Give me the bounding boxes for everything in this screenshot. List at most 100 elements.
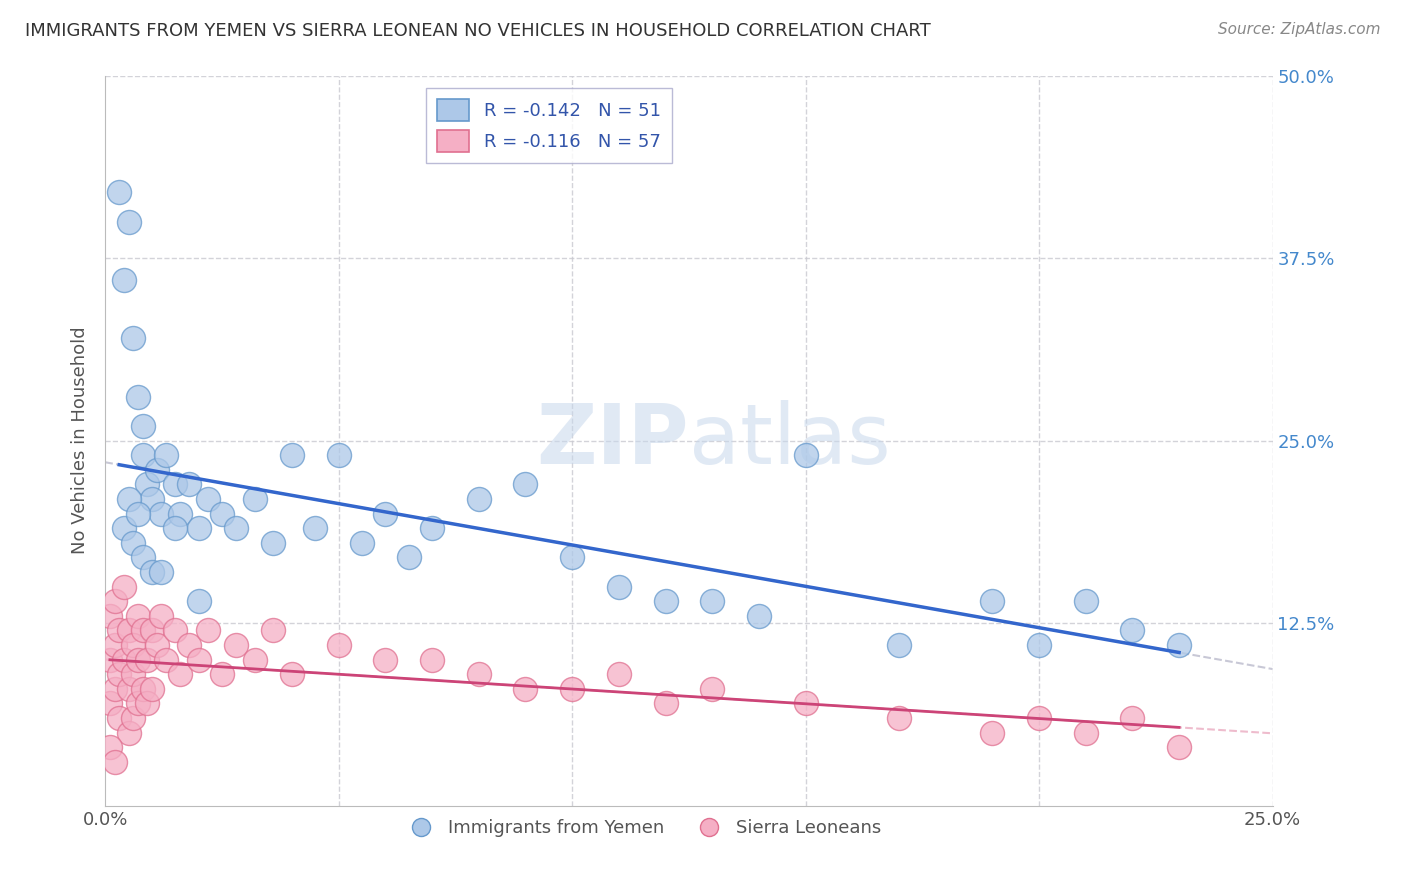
Y-axis label: No Vehicles in Household: No Vehicles in Household bbox=[72, 326, 89, 555]
Point bbox=[515, 681, 537, 696]
Point bbox=[127, 653, 149, 667]
Point bbox=[187, 594, 209, 608]
Point bbox=[1121, 711, 1143, 725]
Point bbox=[117, 725, 139, 739]
Text: atlas: atlas bbox=[689, 401, 890, 481]
Point bbox=[145, 463, 167, 477]
Point bbox=[122, 331, 145, 345]
Point bbox=[350, 536, 373, 550]
Point bbox=[131, 419, 153, 434]
Point bbox=[702, 681, 724, 696]
Point bbox=[748, 608, 770, 623]
Point bbox=[794, 697, 817, 711]
Legend: Immigrants from Yemen, Sierra Leoneans: Immigrants from Yemen, Sierra Leoneans bbox=[395, 812, 889, 844]
Point bbox=[131, 550, 153, 565]
Point bbox=[1121, 624, 1143, 638]
Point bbox=[607, 667, 630, 681]
Point bbox=[136, 477, 159, 491]
Point bbox=[243, 653, 266, 667]
Point bbox=[654, 697, 676, 711]
Point bbox=[468, 491, 491, 506]
Point bbox=[398, 550, 420, 565]
Point bbox=[179, 477, 201, 491]
Point bbox=[468, 667, 491, 681]
Text: Source: ZipAtlas.com: Source: ZipAtlas.com bbox=[1218, 22, 1381, 37]
Point bbox=[127, 390, 149, 404]
Point bbox=[1074, 594, 1097, 608]
Point bbox=[225, 521, 247, 535]
Point bbox=[420, 653, 443, 667]
Point bbox=[112, 653, 135, 667]
Text: ZIP: ZIP bbox=[536, 401, 689, 481]
Point bbox=[122, 638, 145, 652]
Point bbox=[420, 521, 443, 535]
Point bbox=[165, 624, 187, 638]
Point bbox=[187, 521, 209, 535]
Point bbox=[262, 536, 284, 550]
Point bbox=[197, 624, 219, 638]
Point bbox=[117, 681, 139, 696]
Point bbox=[243, 491, 266, 506]
Point bbox=[141, 624, 163, 638]
Point bbox=[607, 580, 630, 594]
Point bbox=[108, 186, 131, 200]
Point bbox=[374, 653, 396, 667]
Point bbox=[304, 521, 326, 535]
Point bbox=[1028, 638, 1050, 652]
Point bbox=[155, 448, 177, 462]
Point bbox=[150, 507, 173, 521]
Point bbox=[211, 667, 233, 681]
Point bbox=[561, 681, 583, 696]
Point bbox=[328, 448, 350, 462]
Point bbox=[262, 624, 284, 638]
Point bbox=[150, 565, 173, 579]
Point bbox=[103, 755, 125, 769]
Point bbox=[887, 711, 910, 725]
Point bbox=[117, 624, 139, 638]
Point bbox=[117, 214, 139, 228]
Point bbox=[103, 594, 125, 608]
Point bbox=[131, 681, 153, 696]
Point bbox=[136, 697, 159, 711]
Point bbox=[179, 638, 201, 652]
Point bbox=[127, 608, 149, 623]
Point bbox=[981, 725, 1004, 739]
Point bbox=[141, 491, 163, 506]
Point bbox=[1028, 711, 1050, 725]
Point bbox=[122, 667, 145, 681]
Point bbox=[117, 491, 139, 506]
Point bbox=[702, 594, 724, 608]
Point bbox=[328, 638, 350, 652]
Point bbox=[108, 667, 131, 681]
Point bbox=[654, 594, 676, 608]
Point bbox=[131, 624, 153, 638]
Point bbox=[155, 653, 177, 667]
Point bbox=[141, 565, 163, 579]
Point bbox=[131, 448, 153, 462]
Point bbox=[108, 624, 131, 638]
Point bbox=[281, 448, 304, 462]
Point bbox=[103, 681, 125, 696]
Point bbox=[127, 697, 149, 711]
Point bbox=[169, 507, 191, 521]
Point bbox=[794, 448, 817, 462]
Point bbox=[165, 477, 187, 491]
Point bbox=[515, 477, 537, 491]
Point bbox=[561, 550, 583, 565]
Point bbox=[112, 273, 135, 287]
Point bbox=[112, 580, 135, 594]
Point bbox=[98, 608, 121, 623]
Point bbox=[187, 653, 209, 667]
Point bbox=[145, 638, 167, 652]
Point bbox=[1168, 638, 1191, 652]
Point bbox=[103, 638, 125, 652]
Point bbox=[165, 521, 187, 535]
Point bbox=[141, 681, 163, 696]
Point bbox=[108, 711, 131, 725]
Point bbox=[374, 507, 396, 521]
Point bbox=[281, 667, 304, 681]
Text: IMMIGRANTS FROM YEMEN VS SIERRA LEONEAN NO VEHICLES IN HOUSEHOLD CORRELATION CHA: IMMIGRANTS FROM YEMEN VS SIERRA LEONEAN … bbox=[25, 22, 931, 40]
Point bbox=[197, 491, 219, 506]
Point bbox=[1074, 725, 1097, 739]
Point bbox=[127, 507, 149, 521]
